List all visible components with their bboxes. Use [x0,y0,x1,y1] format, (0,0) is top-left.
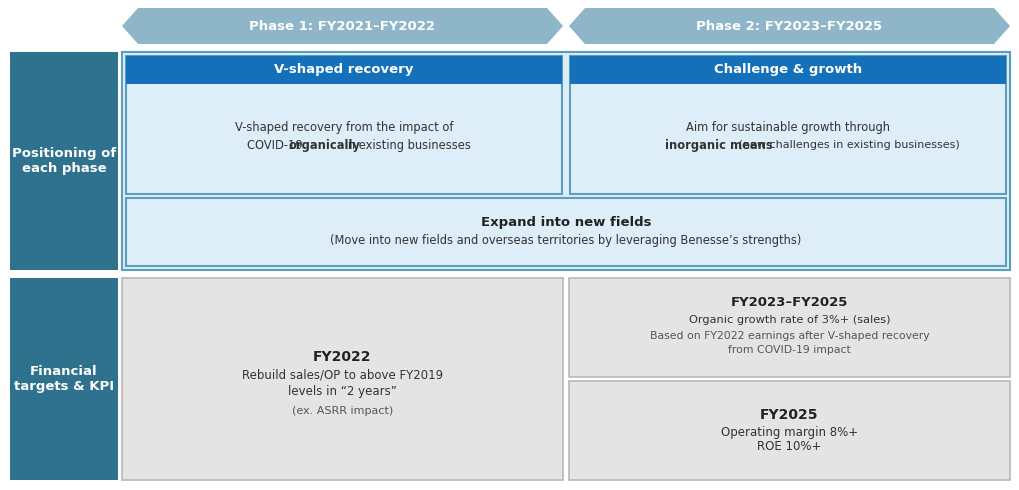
Text: Phase 2: FY2023–FY2025: Phase 2: FY2023–FY2025 [696,20,881,32]
Text: Rebuild sales/OP to above FY2019: Rebuild sales/OP to above FY2019 [242,368,442,382]
FancyBboxPatch shape [569,278,1009,377]
Text: FY2022: FY2022 [313,350,371,364]
Text: V-shaped recovery: V-shaped recovery [274,64,414,76]
FancyBboxPatch shape [126,56,561,84]
Text: in existing businesses: in existing businesses [340,139,471,151]
FancyBboxPatch shape [122,278,562,480]
FancyBboxPatch shape [122,52,1009,270]
Polygon shape [569,8,1009,44]
FancyBboxPatch shape [10,278,118,480]
FancyBboxPatch shape [126,56,561,194]
Text: COVID-19: COVID-19 [247,139,306,151]
Text: Operating margin 8%+: Operating margin 8%+ [720,426,857,439]
FancyBboxPatch shape [569,381,1009,480]
Text: Aim for sustainable growth through: Aim for sustainable growth through [686,121,890,133]
FancyBboxPatch shape [570,56,1005,194]
Text: Organic growth rate of 3%+ (sales): Organic growth rate of 3%+ (sales) [688,315,890,324]
Text: organically: organically [288,139,361,151]
Text: inorganic means: inorganic means [664,139,772,151]
FancyBboxPatch shape [10,52,118,270]
FancyBboxPatch shape [570,56,1005,84]
FancyBboxPatch shape [126,198,1005,266]
Text: (Move into new fields and overseas territories by leveraging Benesse’s strengths: (Move into new fields and overseas terri… [330,234,801,246]
Text: Challenge & growth: Challenge & growth [713,64,861,76]
Text: V-shaped recovery from the impact of: V-shaped recovery from the impact of [234,121,452,133]
Text: ROE 10%+: ROE 10%+ [756,440,821,453]
Polygon shape [122,8,562,44]
Text: from COVID-19 impact: from COVID-19 impact [728,344,850,354]
Text: Financial
targets & KPI: Financial targets & KPI [14,365,114,393]
Text: Positioning of
each phase: Positioning of each phase [12,147,116,175]
Text: Phase 1: FY2021–FY2022: Phase 1: FY2021–FY2022 [250,20,435,32]
Text: levels in “2 years”: levels in “2 years” [287,385,396,397]
Text: FY2025: FY2025 [759,408,818,421]
Text: FY2023–FY2025: FY2023–FY2025 [730,296,848,309]
Text: (ex. ASRR impact): (ex. ASRR impact) [291,406,392,416]
Text: (new challenges in existing businesses): (new challenges in existing businesses) [735,140,959,150]
Text: Expand into new fields: Expand into new fields [480,216,650,228]
Text: Based on FY2022 earnings after V-shaped recovery: Based on FY2022 earnings after V-shaped … [649,330,928,341]
